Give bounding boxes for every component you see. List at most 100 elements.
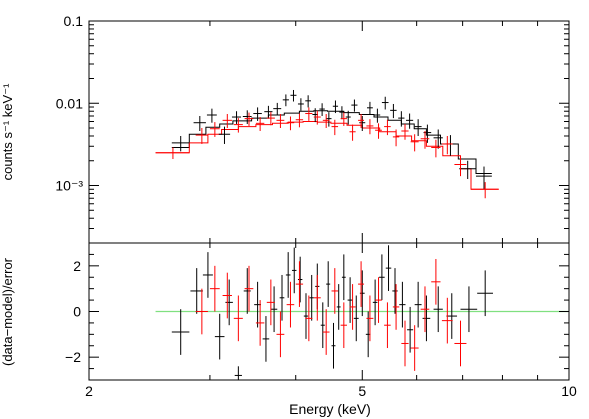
residual-point-black (190, 268, 203, 314)
axis-ticks-layer: 0.1 0.01 10⁻³ 2 0 −2 2 5 10 (55, 13, 577, 399)
data-point-red (471, 182, 499, 199)
data-point-red (195, 128, 208, 144)
data-point-red (441, 135, 453, 155)
residual-point-black (407, 306, 414, 353)
data-point-red (255, 117, 265, 131)
data-point-red (454, 155, 467, 177)
data-point-black (445, 135, 456, 156)
residual-point-red (420, 286, 430, 333)
residual-point-red (322, 309, 330, 355)
residual-point-red (209, 265, 220, 312)
residual-point-red (431, 258, 441, 305)
residual-point-black (234, 366, 242, 380)
residual-point-red (313, 274, 321, 321)
residual-point-red (375, 277, 382, 323)
residuals-points-layer (171, 245, 493, 380)
data-point-red (222, 114, 232, 129)
data-point-black (381, 96, 389, 110)
residual-point-red (358, 261, 365, 307)
residual-point-black (214, 313, 225, 360)
data-point-red (209, 122, 220, 137)
data-point-black (459, 160, 476, 179)
y-tick-label: 0.01 (56, 95, 83, 111)
data-point-black (475, 166, 492, 190)
residual-point-black (243, 268, 251, 314)
data-point-red (366, 119, 374, 135)
data-point-red (244, 112, 254, 126)
resid-tick-label: 2 (73, 258, 81, 274)
residual-point-black (331, 322, 336, 369)
data-point-red (155, 147, 190, 160)
residual-point-black (279, 274, 285, 321)
data-point-black (290, 89, 297, 102)
residual-point-black (270, 286, 278, 333)
residual-point-red (366, 295, 374, 342)
residual-point-black (353, 295, 359, 342)
residual-point-red (401, 320, 409, 367)
data-point-black (297, 98, 304, 111)
residual-point-red (244, 265, 254, 312)
x-axis-label: Energy (keV) (289, 401, 371, 417)
residual-point-red (286, 281, 295, 328)
x-tick-label: 5 (358, 383, 366, 399)
model-step-red (155, 121, 499, 190)
residual-point-black (414, 281, 422, 328)
residual-point-black (225, 279, 233, 326)
data-point-red (392, 129, 400, 147)
data-point-black (433, 129, 443, 149)
residual-point-red (340, 302, 347, 349)
residual-point-black (422, 295, 431, 342)
data-point-black (345, 110, 351, 125)
data-point-black (282, 94, 289, 107)
data-point-black (367, 101, 373, 115)
residual-point-black (309, 274, 314, 321)
residual-point-black (202, 252, 213, 298)
residual-point-red (195, 288, 208, 335)
spectrum-y-axis-label: counts s⁻¹ keV⁻¹ (0, 83, 15, 180)
data-point-black (206, 108, 217, 123)
residual-point-red (266, 279, 275, 326)
residual-point-red (454, 320, 467, 367)
residual-point-red (331, 268, 339, 314)
residual-point-red (349, 284, 356, 330)
residual-point-black (372, 279, 378, 326)
data-point-black (319, 103, 325, 116)
data-point-red (305, 107, 313, 121)
residual-point-black (285, 252, 291, 298)
residual-point-black (320, 302, 325, 349)
data-point-black (406, 113, 414, 129)
residual-point-red (233, 295, 243, 342)
residual-point-black (446, 293, 458, 339)
y-tick-label: 0.1 (64, 13, 84, 29)
residual-point-black (385, 245, 392, 291)
spectrum-plot-frame (88, 20, 570, 244)
residual-point-red (392, 284, 400, 330)
x-tick-label: 2 (85, 383, 93, 399)
data-point-red (384, 119, 391, 136)
data-point-black (390, 103, 397, 119)
residual-point-red (410, 325, 419, 371)
residual-point-black (341, 254, 346, 301)
resid-tick-label: −2 (65, 349, 81, 365)
residual-point-red (276, 311, 285, 358)
data-point-red (340, 112, 347, 126)
data-point-red (331, 119, 339, 136)
spectrum-points-layer (155, 89, 499, 199)
residual-point-red (441, 297, 453, 344)
residual-point-black (326, 261, 331, 307)
residual-point-black (399, 281, 406, 328)
residual-point-black (291, 247, 297, 294)
data-point-black (218, 126, 231, 144)
data-point-black (326, 112, 332, 127)
data-point-red (313, 110, 321, 125)
model-step-black (171, 110, 492, 174)
data-point-red (276, 114, 285, 129)
resid-tick-label: 0 (73, 304, 81, 320)
data-point-red (295, 113, 304, 128)
residual-point-red (255, 300, 265, 346)
residual-point-black (460, 286, 478, 333)
residual-point-black (347, 277, 353, 323)
data-point-red (431, 139, 441, 158)
data-point-red (358, 114, 365, 129)
